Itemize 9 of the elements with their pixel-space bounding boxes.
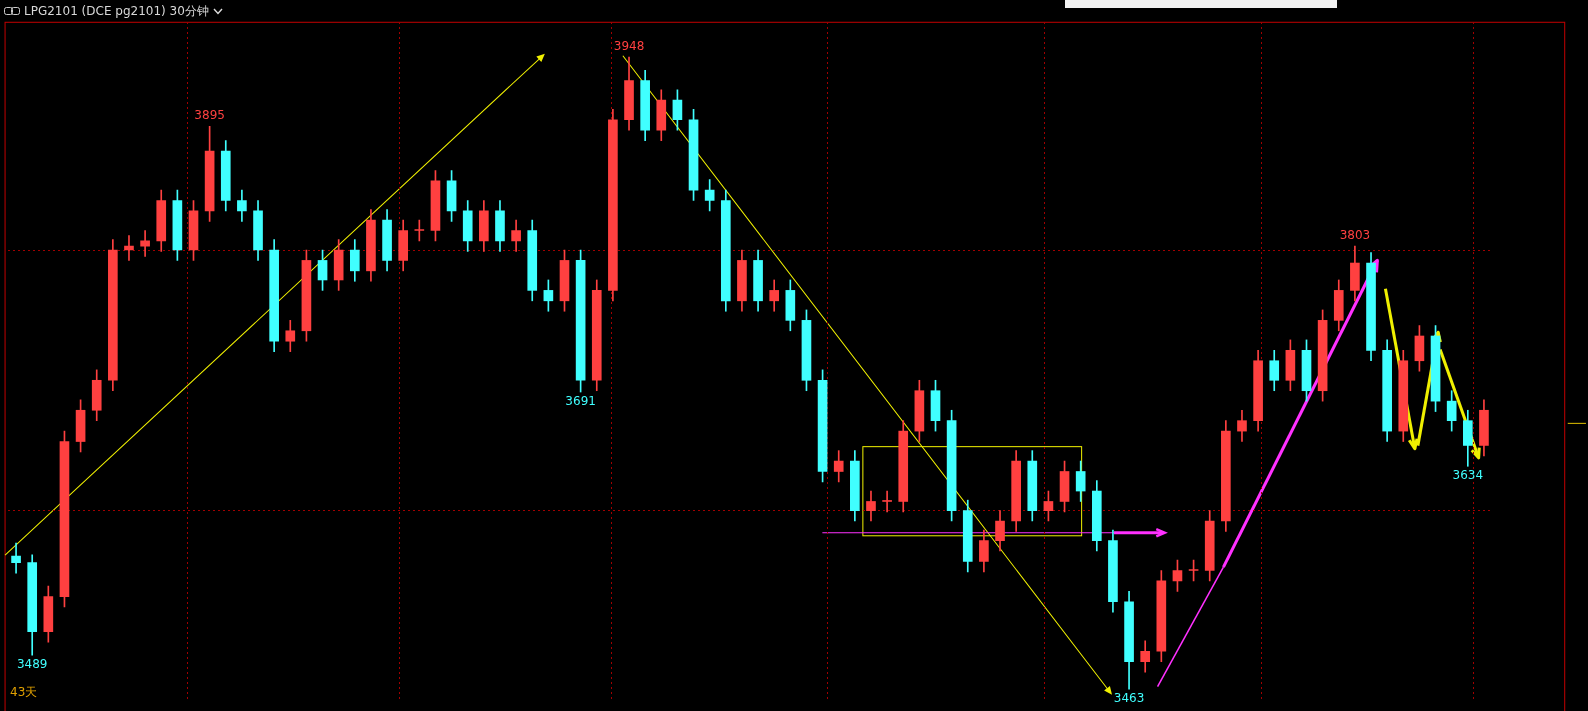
annotation: 3803 xyxy=(1339,228,1371,243)
chart-title: LPG2101 (DCE pg2101) 30分钟 xyxy=(24,2,209,20)
annotation: 3489 xyxy=(16,657,48,672)
annotation: 3895 xyxy=(194,108,225,123)
annotation: 43天 xyxy=(10,684,38,699)
annotation: 3463 xyxy=(1113,691,1145,706)
annotation: 3634 xyxy=(1452,468,1484,483)
annotation: 3691 xyxy=(565,394,596,409)
annotation: 3948 xyxy=(613,39,645,54)
